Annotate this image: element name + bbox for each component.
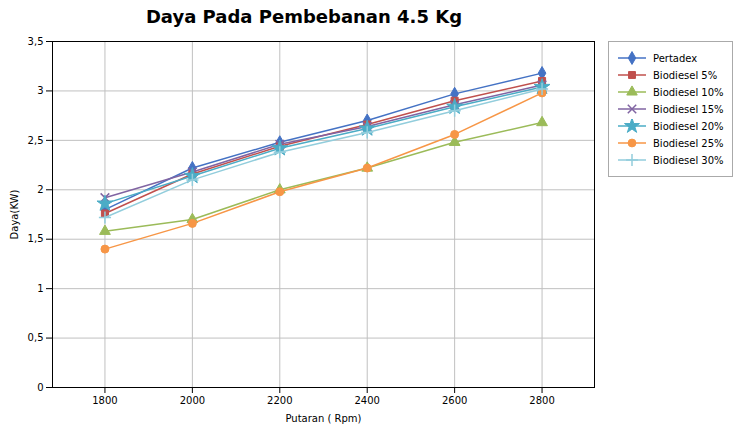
html-text:Biodiesel 15%: Biodiesel 15% [653,103,724,115]
svg-text:1,5: 1,5 [28,233,44,244]
html-text:Biodiesel 10%: Biodiesel 10% [653,86,724,98]
svg-text:Putaran ( Rpm): Putaran ( Rpm) [285,413,361,424]
html-text:Biodiesel 5%: Biodiesel 5% [653,69,718,81]
html-text:Biodiesel 30%: Biodiesel 30% [653,154,724,166]
svg-text:3,5: 3,5 [28,36,44,47]
svg-text:3: 3 [37,85,43,96]
svg-text:2: 2 [37,184,43,195]
svg-text:2000: 2000 [180,395,205,406]
svg-text:2,5: 2,5 [28,135,44,146]
svg-text:0,5: 0,5 [28,332,44,343]
html-text:Daya Pada Pembebanan 4.5 Kg: Daya Pada Pembebanan 4.5 Kg [145,6,463,27]
svg-text:1800: 1800 [92,395,117,406]
svg-text:0: 0 [37,382,43,393]
svg-text:1: 1 [37,283,43,294]
svg-text:Daya(KW): Daya(KW) [9,190,20,240]
svg-text:2400: 2400 [354,395,379,406]
html-text:Biodiesel 25%: Biodiesel 25% [653,137,724,149]
svg-text:2200: 2200 [267,395,292,406]
html-text:Pertadex: Pertadex [653,52,698,64]
svg-text:2800: 2800 [529,395,554,406]
html-text:Biodiesel 20%: Biodiesel 20% [653,120,724,132]
svg-text:2600: 2600 [442,395,467,406]
